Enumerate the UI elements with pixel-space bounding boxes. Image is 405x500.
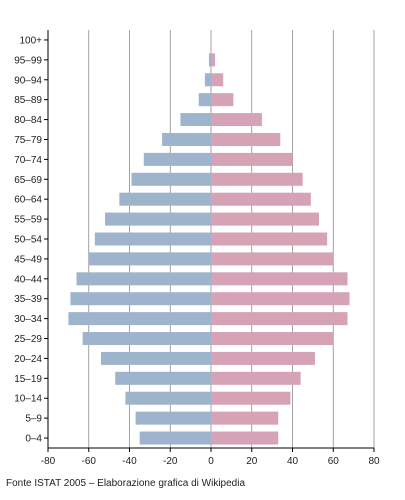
male-bar (198, 93, 211, 107)
female-bar (211, 172, 303, 186)
y-tick-label: 80–84 (14, 115, 42, 126)
female-bar (211, 192, 311, 206)
female-bar (211, 431, 279, 445)
axes (44, 30, 375, 452)
female-bar (211, 411, 279, 425)
male-bar (119, 192, 211, 206)
y-tick-label: 35–39 (14, 294, 42, 305)
x-tick-label: 20 (246, 456, 258, 467)
female-bar (211, 53, 216, 67)
female-bar (211, 252, 334, 266)
x-tick-label: 80 (368, 456, 380, 467)
x-tick-label: -80 (41, 456, 56, 467)
female-bar (211, 113, 262, 127)
male-bar (105, 212, 211, 226)
y-tick-label: 60–64 (14, 195, 42, 206)
female-bar (211, 232, 328, 246)
male-bar (68, 312, 211, 326)
x-tick-label: 40 (287, 456, 299, 467)
male-bar (204, 73, 211, 87)
y-tick-label: 65–69 (14, 175, 42, 186)
female-bar (211, 351, 315, 365)
bars (68, 53, 350, 445)
y-tick-label: 40–44 (14, 274, 42, 285)
male-bar (100, 351, 211, 365)
male-bar (131, 172, 211, 186)
y-tick-label: 0–4 (25, 434, 42, 445)
y-tick-label: 10–14 (14, 394, 42, 405)
x-tick-label: -40 (122, 456, 137, 467)
y-tick-label: 85–89 (14, 95, 42, 106)
x-tick-label: -60 (82, 456, 97, 467)
y-tick-label: 75–79 (14, 135, 42, 146)
male-bar (208, 53, 211, 67)
y-tick-label: 45–49 (14, 254, 42, 265)
population-pyramid-chart: 0–4 5–9 10–14 15–19 20–24 25–29 30–34 35–39 40–4… (14, 30, 380, 467)
y-tick-label: 15–19 (14, 374, 42, 385)
male-bar (125, 391, 211, 405)
female-bar (211, 371, 301, 385)
male-bar (115, 371, 211, 385)
female-bar (211, 152, 293, 166)
male-bar (70, 292, 211, 306)
female-bar (211, 312, 348, 326)
female-bar (211, 272, 348, 286)
male-bar (143, 152, 211, 166)
female-bar (211, 93, 234, 107)
x-tick-label: -20 (163, 456, 178, 467)
y-tick-label: 50–54 (14, 235, 42, 246)
y-tick-label: 95–99 (14, 55, 42, 66)
male-bar (76, 272, 212, 286)
x-tick-label: 60 (328, 456, 340, 467)
y-tick-label: 90–94 (14, 75, 42, 86)
y-tick-label: 20–24 (14, 354, 42, 365)
tick-labels: 0–4 5–9 10–14 15–19 20–24 25–29 30–34 35–39 40–4… (14, 35, 380, 467)
male-bar (88, 252, 211, 266)
male-bar (94, 232, 211, 246)
female-bar (211, 73, 224, 87)
male-bar (180, 113, 211, 127)
female-bar (211, 332, 334, 346)
male-bar (162, 132, 211, 146)
source-caption: Fonte ISTAT 2005 – Elaborazione grafica … (6, 478, 246, 489)
y-tick-label: 100+ (19, 35, 42, 46)
x-tick-label: 0 (208, 456, 214, 467)
y-tick-label: 25–29 (14, 334, 42, 345)
female-bar (211, 292, 350, 306)
male-bar (82, 332, 211, 346)
y-tick-label: 30–34 (14, 314, 42, 325)
y-tick-label: 5–9 (25, 414, 42, 425)
y-tick-label: 70–74 (14, 155, 42, 166)
male-bar (135, 411, 211, 425)
female-bar (211, 132, 281, 146)
female-bar (211, 212, 319, 226)
y-tick-label: 55–59 (14, 215, 42, 226)
male-bar (139, 431, 211, 445)
female-bar (211, 391, 291, 405)
